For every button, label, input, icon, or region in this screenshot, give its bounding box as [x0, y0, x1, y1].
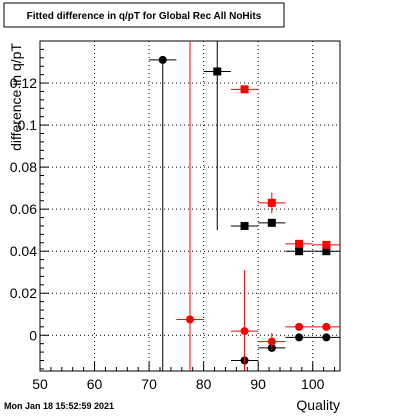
y-axis-title: difference in q/pT [8, 43, 24, 151]
data-point-square [267, 198, 276, 207]
y-tick-label: 0.04 [10, 243, 37, 259]
y-tick-label: 0.1 [18, 117, 38, 133]
data-point-square [213, 67, 222, 76]
data-point-square [240, 221, 249, 230]
x-tick-label: 50 [32, 376, 48, 392]
data-point-square [295, 239, 304, 248]
x-tick-label: 60 [87, 376, 103, 392]
data-point-square [267, 218, 276, 227]
data-point-square [240, 85, 249, 94]
y-tick-label: 0.12 [10, 75, 37, 91]
y-tick-label: 0.06 [10, 201, 37, 217]
data-layer [149, 41, 340, 371]
x-tick-label: 80 [196, 376, 212, 392]
data-point-circle [295, 333, 304, 342]
x-tick-label: 70 [141, 376, 157, 392]
data-point-square [295, 247, 304, 256]
data-point-circle [186, 315, 194, 324]
y-tick-label: 0.02 [10, 285, 37, 301]
data-point-circle [295, 322, 304, 331]
title-box [3, 2, 285, 28]
data-point-square [322, 240, 331, 249]
axis-layer: 50 60 70 80 90 100 0 0.02 0.04 0.06 0.08 0.1 0.12 [10, 48, 336, 392]
chart-title: Fitted difference in q/pT for Global Rec… [27, 11, 262, 22]
data-point-square [322, 247, 331, 256]
x-tick-label: 90 [250, 376, 266, 392]
timestamp-label: Mon Jan 18 15:52:59 2021 [4, 401, 114, 411]
y-tick-label: 0.08 [10, 159, 37, 175]
x-axis-title: Quality [296, 397, 340, 413]
x-tick-label: 100 [301, 376, 325, 392]
data-point-circle [240, 327, 249, 336]
data-point-circle [322, 333, 331, 342]
data-point-circle [158, 55, 167, 64]
data-point-circle [322, 322, 331, 331]
data-point-circle [267, 337, 276, 346]
y-tick-label: 0 [29, 327, 37, 343]
